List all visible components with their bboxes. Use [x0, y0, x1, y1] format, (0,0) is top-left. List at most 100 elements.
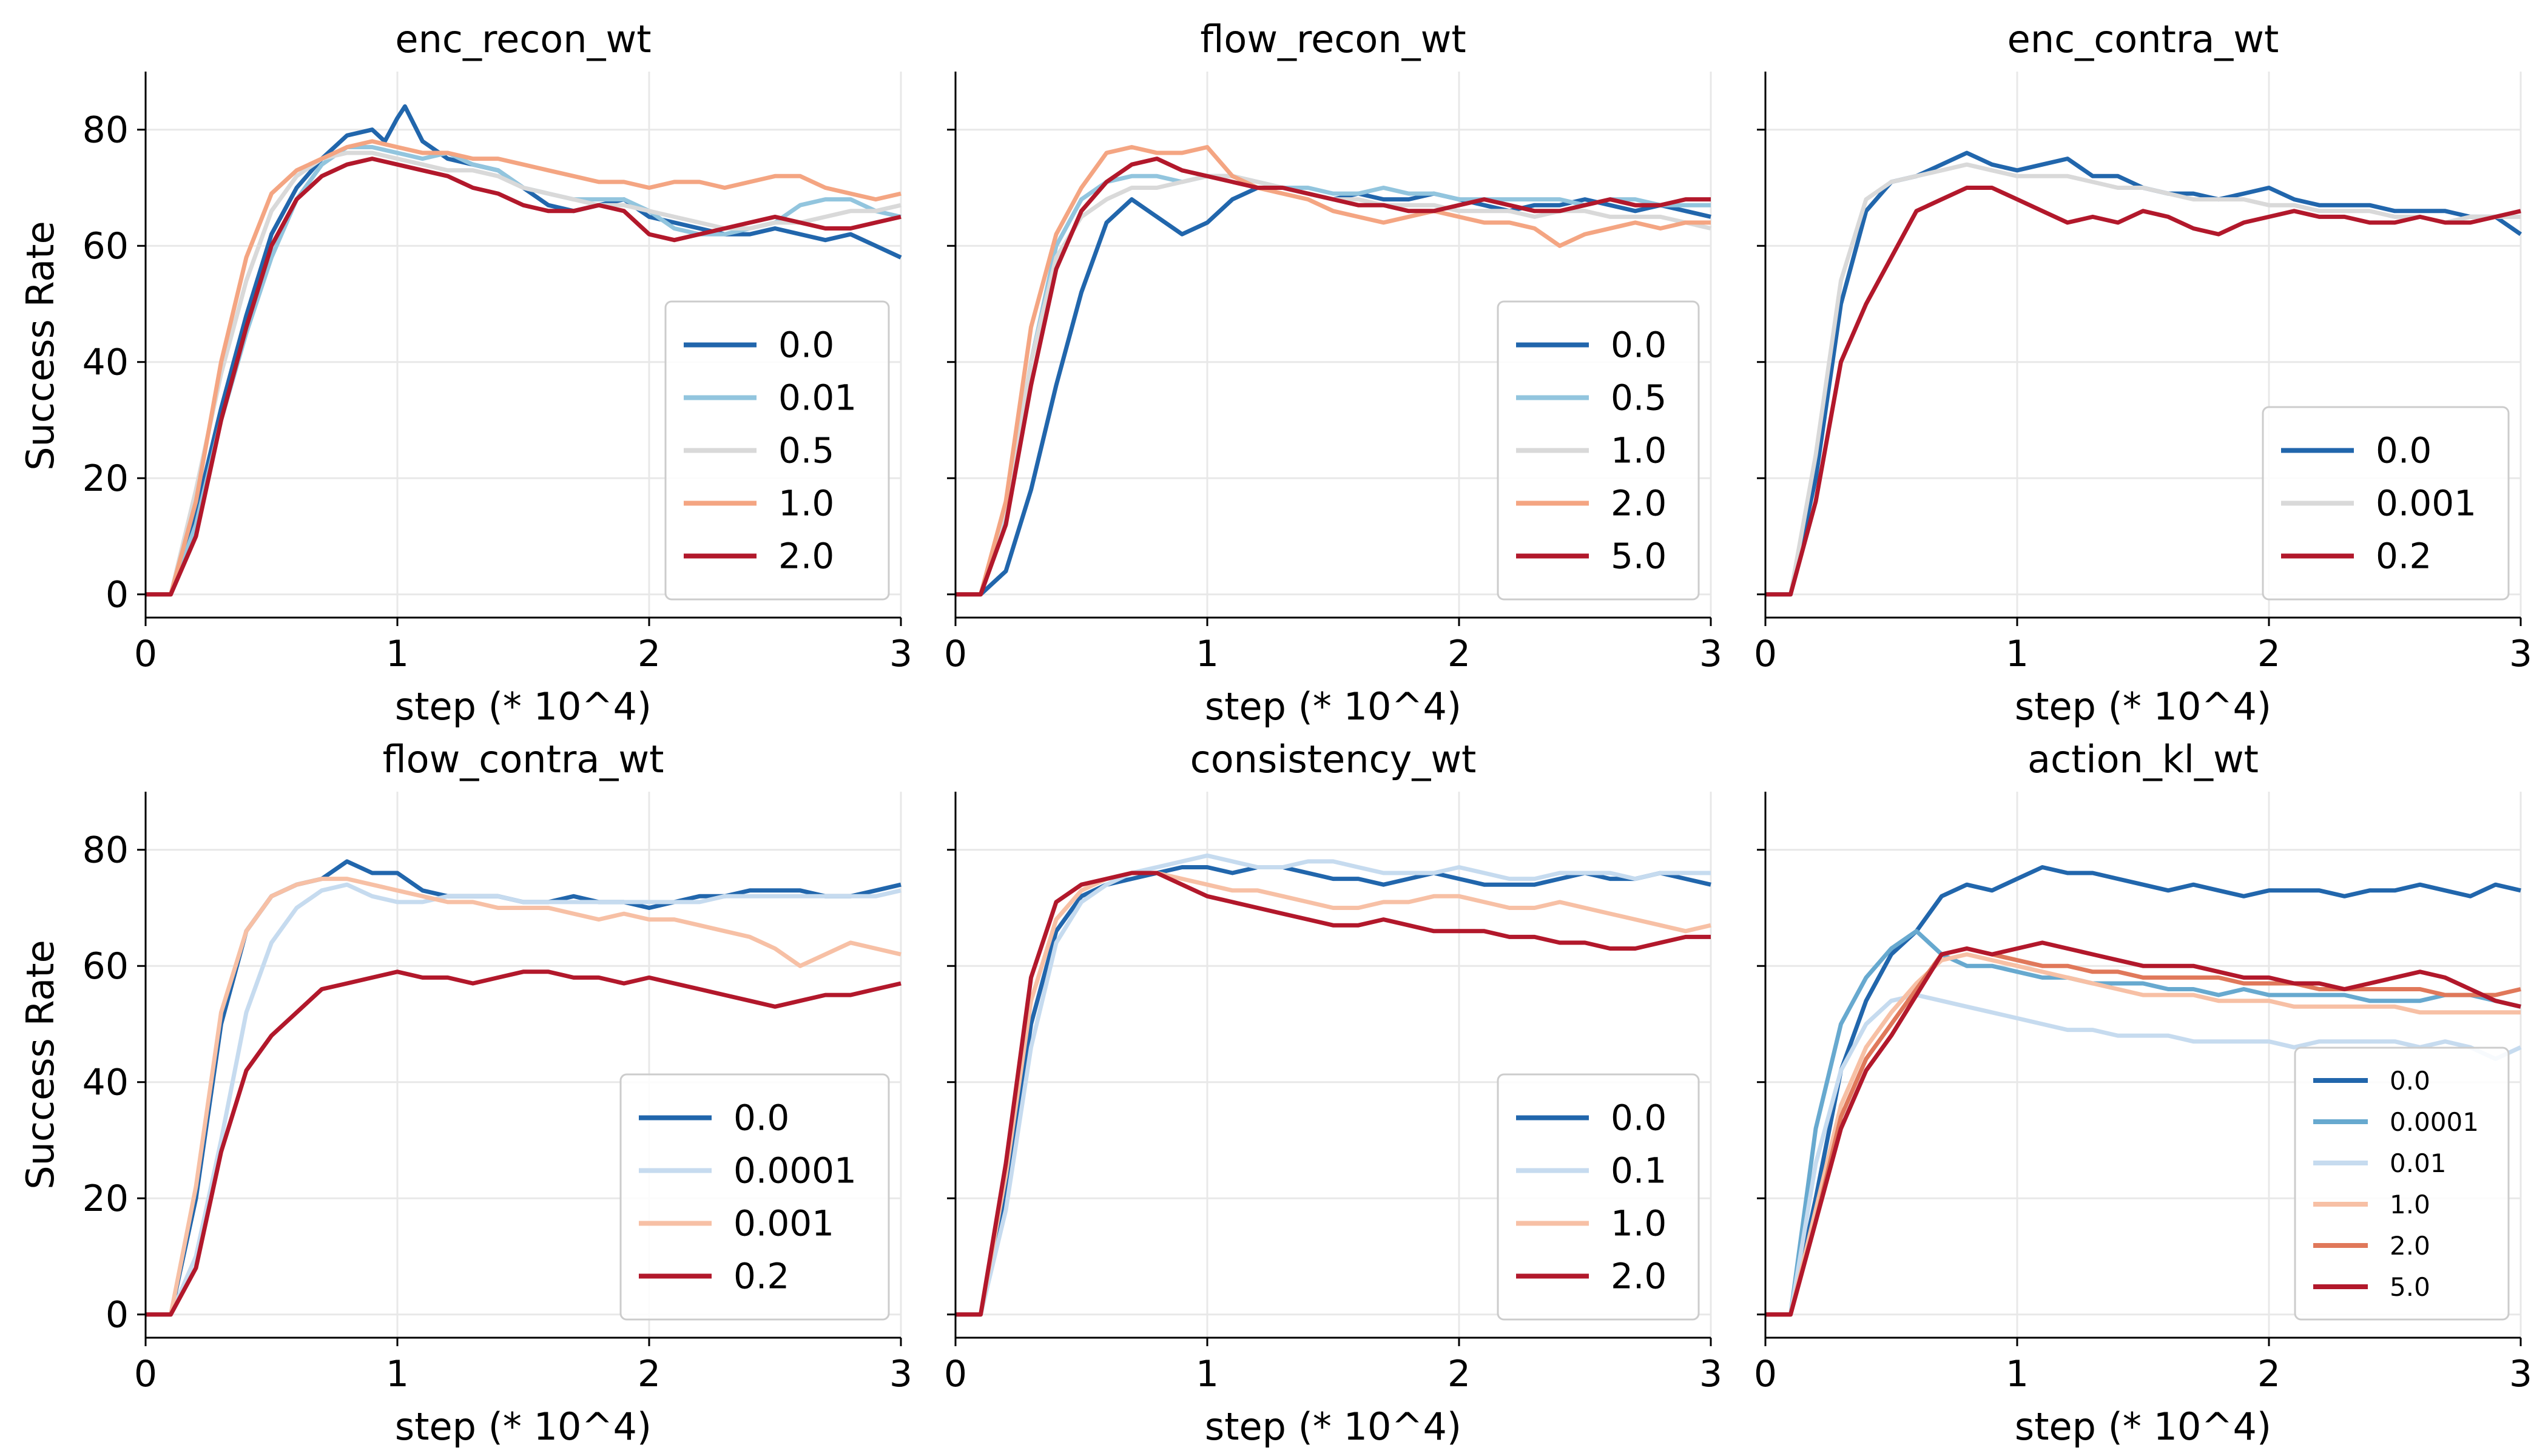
y-tick-label: 0 [106, 1294, 129, 1336]
chart-title: enc_recon_wt [395, 17, 651, 61]
x-tick-label: 0 [134, 633, 157, 675]
x-tick-label: 0 [1754, 633, 1777, 675]
legend-entry: 1.0 [2390, 1190, 2430, 1219]
legend-entry: 0.01 [778, 377, 857, 419]
legend-entry: 1.0 [778, 483, 834, 524]
legend-frame [1497, 300, 1700, 601]
legend-entry: 0.5 [1611, 377, 1667, 419]
legend-frame [1497, 1073, 1700, 1321]
legend-entry: 0.0 [1611, 1097, 1667, 1139]
x-tick-label: 0 [134, 1353, 157, 1395]
y-tick-label: 40 [83, 342, 129, 384]
legend-entry: 5.0 [2390, 1272, 2430, 1302]
legend-entry: 5.0 [1611, 536, 1667, 577]
legend: 0.0 0.1 1.0 2.0 [1497, 1073, 1700, 1321]
x-tick-label: 1 [1196, 1353, 1219, 1395]
series-line-0.5 [146, 150, 902, 597]
series-line-0.001 [1765, 162, 2521, 597]
legend-entry: 0.01 [2390, 1148, 2447, 1178]
legend-entry: 2.0 [1611, 1256, 1667, 1297]
series-line-2.0 [956, 871, 1711, 1317]
legend-frame [619, 1073, 890, 1321]
chart-title: flow_contra_wt [383, 737, 664, 781]
legend-entry: 1.0 [1611, 430, 1667, 471]
series-line-0.0001 [146, 882, 902, 1317]
legend: 0.0 0.001 0.2 [2262, 406, 2510, 601]
x-axis-label: step (* 10^4) [395, 1404, 652, 1449]
x-tick-label: 2 [1448, 633, 1471, 675]
legend-entry: 2.0 [1611, 483, 1667, 524]
legend-entry: 0.2 [2376, 536, 2432, 577]
x-tick-label: 3 [2509, 633, 2532, 675]
series-line-0.0001 [1765, 929, 2521, 1317]
series-line-5.0 [956, 157, 1711, 597]
y-tick-label: 60 [83, 945, 129, 988]
x-axis-label: step (* 10^4) [1205, 684, 1461, 729]
x-tick-label: 3 [889, 1353, 912, 1395]
series-line-0.01 [1765, 993, 2522, 1317]
x-tick-label: 3 [1699, 633, 1722, 675]
chart-title: action_kl_wt [2027, 737, 2259, 781]
series-line-0.2 [1765, 186, 2521, 597]
legend-frame [664, 300, 890, 601]
y-tick-label: 0 [106, 574, 129, 616]
legend: 0.0 0.0001 0.001 0.2 [619, 1073, 890, 1321]
legend-frame [2294, 1046, 2510, 1321]
x-tick-label: 0 [944, 633, 967, 675]
legend-entry: 0.0001 [2390, 1107, 2479, 1137]
x-tick-label: 2 [638, 633, 661, 675]
series-line-2.0 [956, 145, 1711, 597]
x-tick-label: 3 [1699, 1353, 1722, 1395]
y-axis-label-top: Success Rate [18, 221, 62, 470]
legend-entry: 2.0 [2390, 1231, 2430, 1261]
legend: 0.0 0.01 0.5 1.0 2.0 [664, 300, 890, 601]
x-tick-label: 1 [386, 1353, 409, 1395]
x-axis-label: step (* 10^4) [395, 684, 652, 729]
series-line-1.0 [1765, 952, 2521, 1317]
x-tick-label: 2 [2257, 633, 2280, 675]
series-line-1.0 [146, 139, 902, 597]
legend-entry: 0.2 [733, 1256, 789, 1297]
x-tick-label: 1 [2006, 1353, 2029, 1395]
y-tick-label: 20 [83, 1178, 129, 1220]
legend-entry: 0.0 [1611, 325, 1667, 366]
series-line-0.2 [146, 969, 902, 1317]
series-line-1.0 [956, 871, 1711, 1317]
legend-entry: 0.0 [2376, 430, 2432, 471]
legend-entry: 0.0 [733, 1097, 789, 1139]
y-tick-label: 60 [83, 225, 129, 268]
legend-entry: 0.0 [778, 325, 834, 366]
y-tick-label: 40 [83, 1062, 129, 1104]
x-axis-label: step (* 10^4) [2015, 1404, 2271, 1449]
chart-title: flow_recon_wt [1200, 17, 1466, 61]
x-tick-label: 1 [386, 633, 409, 675]
legend-entry: 2.0 [778, 536, 834, 577]
series-line-5.0 [1765, 940, 2521, 1317]
series-line-0.1 [956, 853, 1711, 1317]
legend: 0.0 0.5 1.0 2.0 5.0 [1497, 300, 1700, 601]
x-tick-label: 0 [1754, 1353, 1777, 1395]
x-tick-label: 2 [1448, 1353, 1471, 1395]
x-tick-label: 3 [2509, 1353, 2532, 1395]
legend-entry: 1.0 [1611, 1203, 1667, 1244]
x-tick-label: 3 [889, 633, 912, 675]
y-tick-label: 80 [83, 829, 129, 872]
x-tick-label: 2 [638, 1353, 661, 1395]
y-tick-label: 20 [83, 457, 129, 500]
legend-entry: 0.001 [2376, 483, 2476, 524]
series-line-0.0 [1765, 865, 2521, 1317]
legend-entry: 0.5 [778, 430, 834, 471]
x-tick-label: 1 [1196, 633, 1219, 675]
series-line-2.0 [1765, 946, 2521, 1317]
chart-title: enc_contra_wt [2007, 17, 2279, 61]
x-tick-label: 1 [2006, 633, 2029, 675]
legend-entry: 0.1 [1611, 1150, 1667, 1191]
series-line-0.001 [146, 877, 902, 1317]
